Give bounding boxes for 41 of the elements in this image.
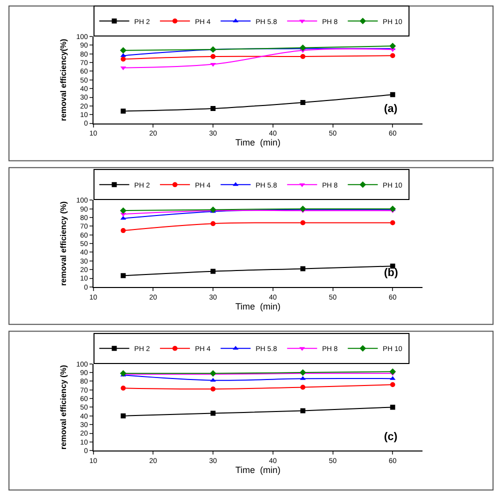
x-axis-title: Time (min) xyxy=(235,465,281,476)
y-axis-title: removal efficiency (%) xyxy=(58,364,68,450)
point xyxy=(120,207,126,214)
annotation: (c) xyxy=(384,431,398,443)
point xyxy=(120,56,126,62)
point xyxy=(120,413,126,418)
point xyxy=(300,384,306,390)
point xyxy=(300,369,306,376)
point xyxy=(210,106,216,112)
point xyxy=(210,206,216,213)
point xyxy=(120,273,126,278)
point xyxy=(210,386,216,392)
x-axis-title: Time (min) xyxy=(235,301,281,312)
point xyxy=(390,53,396,58)
point xyxy=(389,42,396,50)
point xyxy=(300,220,306,226)
point xyxy=(120,370,126,377)
point xyxy=(390,220,396,226)
point xyxy=(210,370,216,377)
point xyxy=(390,404,396,410)
point xyxy=(390,382,396,388)
point xyxy=(300,266,306,272)
point xyxy=(300,54,306,59)
point xyxy=(389,368,396,375)
point xyxy=(210,221,216,226)
point xyxy=(210,268,216,274)
point xyxy=(210,378,216,382)
annotation: (a) xyxy=(384,103,398,115)
point xyxy=(120,108,126,114)
point xyxy=(390,92,396,98)
x-axis-title: Time (min) xyxy=(235,138,281,148)
point xyxy=(210,54,216,59)
point xyxy=(300,408,306,414)
y-axis-title: removal efficiency (%) xyxy=(58,200,68,286)
annotation: (b) xyxy=(384,267,398,279)
point xyxy=(120,47,126,54)
point xyxy=(120,228,126,234)
y-axis-title: removal efficiency(%) xyxy=(58,38,68,122)
point xyxy=(210,410,216,416)
point xyxy=(120,386,126,391)
point xyxy=(300,100,306,105)
